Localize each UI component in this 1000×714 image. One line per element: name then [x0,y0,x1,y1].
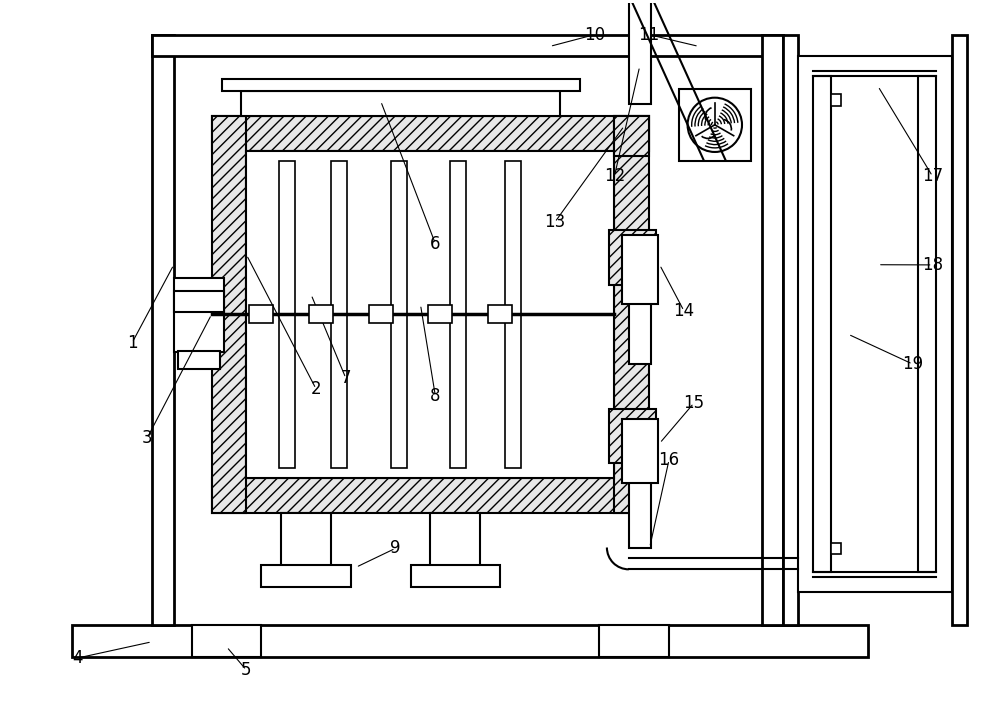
Bar [212,478,649,513]
Text: 4: 4 [72,649,83,667]
Text: 2: 2 [311,380,321,398]
Bar [783,34,798,625]
Bar [614,116,649,156]
Text: 8: 8 [430,387,441,405]
Text: 19: 19 [902,355,923,373]
Text: 15: 15 [683,394,704,412]
Bar [246,151,614,478]
Text: 11: 11 [639,26,660,44]
Text: 14: 14 [673,302,695,320]
Bar [391,161,407,468]
Bar [798,56,952,592]
Bar [222,79,580,91]
Text: 12: 12 [604,167,625,186]
Bar [192,625,261,657]
Text: 17: 17 [922,167,943,186]
Bar [622,418,658,483]
Bar [178,351,220,369]
Bar [505,161,521,468]
Text: 16: 16 [658,451,680,468]
Bar [430,513,480,568]
Bar [174,278,224,352]
Bar [614,116,649,513]
Text: 3: 3 [142,430,152,448]
Text: 9: 9 [390,539,401,558]
Bar [279,161,295,468]
Bar [72,625,868,657]
Text: 10: 10 [584,26,605,44]
Bar [212,116,649,151]
Text: 13: 13 [544,213,565,231]
Bar [599,625,669,657]
Bar [622,235,658,304]
Bar [428,306,452,323]
Bar [629,280,651,364]
Bar [952,34,967,625]
Text: 1: 1 [127,334,137,352]
Bar [629,0,651,104]
Bar [813,76,831,573]
Bar [762,34,783,625]
Bar [212,116,246,513]
Bar [331,161,347,468]
Text: 18: 18 [922,256,943,274]
Bar [488,306,512,323]
Bar [609,230,656,285]
Bar [309,306,333,323]
Text: 6: 6 [430,235,441,253]
Bar [174,291,224,312]
Bar [831,94,841,106]
Bar [450,161,466,468]
Bar [152,34,174,625]
Bar [629,480,651,548]
Bar [679,89,751,161]
Bar [249,306,273,323]
Bar [831,543,841,555]
Bar [281,513,331,568]
Bar [241,91,560,116]
Bar [411,565,500,587]
Bar [261,565,351,587]
Bar [152,34,783,56]
Text: 5: 5 [241,661,252,679]
Bar [918,76,936,573]
Bar [369,306,393,323]
Bar [609,408,656,463]
Text: 7: 7 [341,369,351,387]
